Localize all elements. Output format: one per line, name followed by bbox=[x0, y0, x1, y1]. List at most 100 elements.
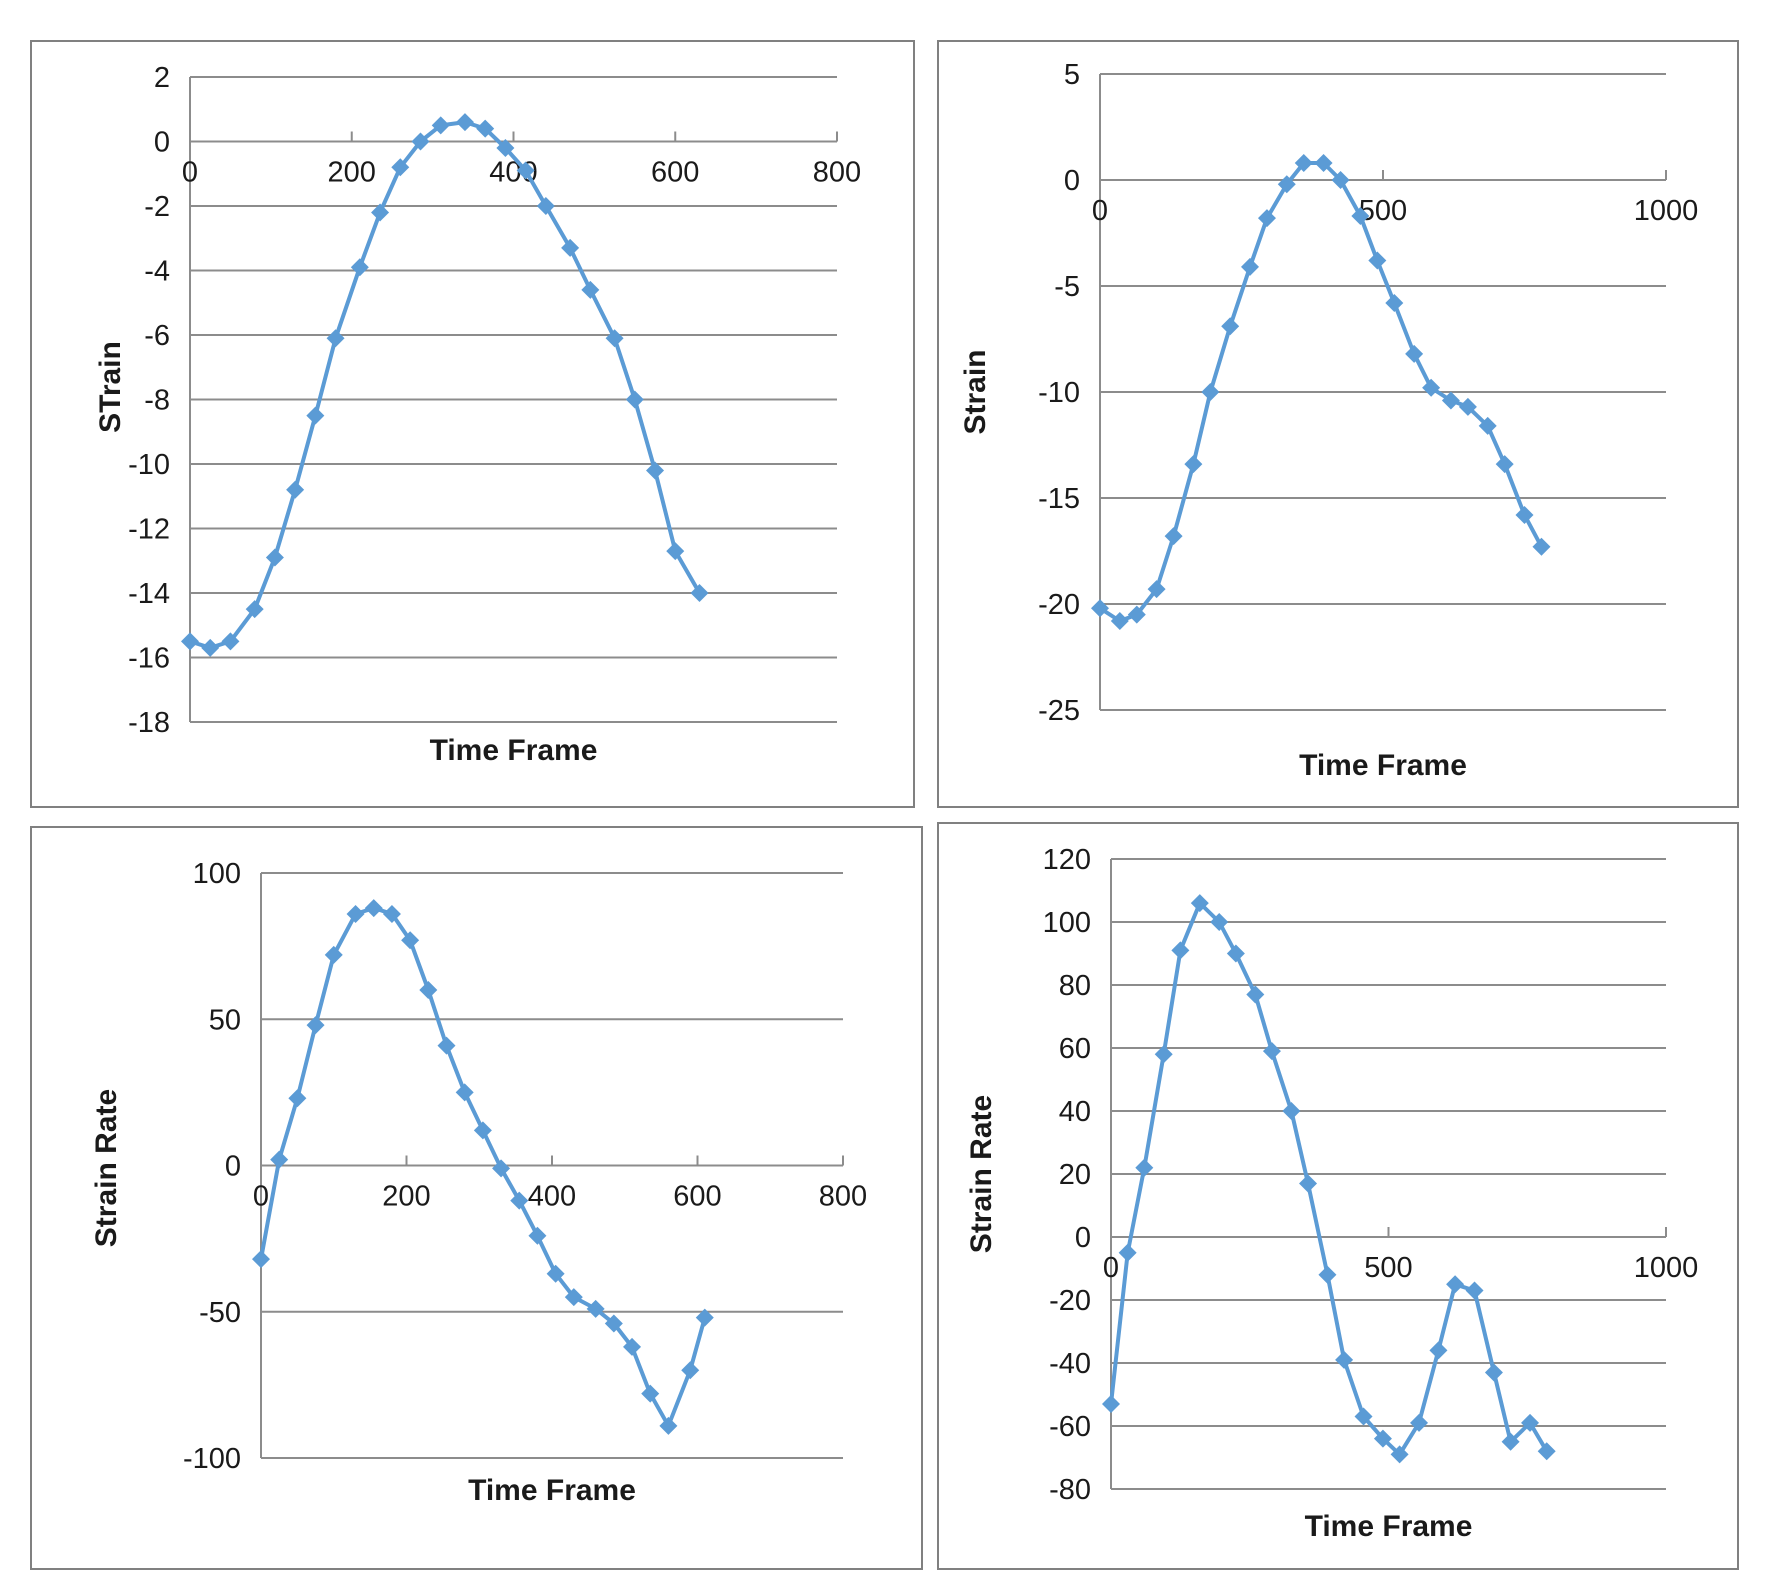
y-tick-label: 50 bbox=[209, 1004, 241, 1036]
data-point-marker bbox=[1299, 1174, 1318, 1193]
y-axis-title: Strain bbox=[959, 349, 992, 434]
data-point-marker bbox=[1135, 1158, 1154, 1177]
data-point-marker bbox=[1354, 1407, 1373, 1426]
y-tick-label: -20 bbox=[1049, 1285, 1091, 1317]
data-point-marker bbox=[455, 1083, 474, 1102]
y-tick-label: 80 bbox=[1059, 970, 1091, 1002]
data-point-marker bbox=[1521, 1413, 1540, 1432]
y-tick-label: -4 bbox=[144, 256, 170, 288]
data-point-marker bbox=[401, 931, 420, 950]
data-point-marker bbox=[623, 1337, 642, 1356]
data-point-marker bbox=[1294, 154, 1313, 173]
x-axis-title: Time Frame bbox=[430, 734, 598, 767]
y-tick-label: 20 bbox=[1059, 1159, 1091, 1191]
data-point-marker bbox=[476, 119, 495, 138]
data-point-marker bbox=[1532, 537, 1551, 556]
data-point-marker bbox=[536, 197, 555, 215]
y-tick-label: -14 bbox=[128, 578, 170, 610]
chart-panel-strain-1: 2 0 -2 -4 -6 -8 -10 -12 -14 -16 -18 0 200 400 600 800 Ti… bbox=[30, 40, 915, 808]
x-tick-label: 500 bbox=[1359, 195, 1407, 227]
chart-panel-strain-rate-2: 120 100 80 60 40 20 0 -20 -40 -60 -80 0 500 1000 Time … bbox=[937, 822, 1739, 1570]
data-point-marker bbox=[201, 638, 220, 657]
data-point-marker bbox=[1091, 599, 1109, 618]
data-point-marker bbox=[1314, 154, 1333, 173]
data-point-marker bbox=[561, 238, 580, 257]
y-tick-label: -2 bbox=[144, 191, 170, 223]
data-point-marker bbox=[605, 329, 624, 348]
data-point-marker bbox=[1110, 611, 1129, 630]
y-tick-label: 40 bbox=[1059, 1096, 1091, 1128]
y-tick-label: 100 bbox=[193, 858, 241, 890]
x-tick-label: 800 bbox=[813, 157, 861, 189]
x-tick-label: 600 bbox=[651, 157, 699, 189]
data-point-marker bbox=[252, 1250, 270, 1269]
data-point-marker bbox=[1246, 985, 1265, 1004]
data-point-marker bbox=[564, 1288, 583, 1307]
data-point-marker bbox=[659, 1416, 678, 1435]
y-axis-title: Strain Rate bbox=[90, 1089, 123, 1247]
y-tick-label: 0 bbox=[154, 127, 170, 159]
data-point-marker bbox=[1429, 1341, 1448, 1360]
y-tick-label: -40 bbox=[1049, 1348, 1091, 1380]
data-point-marker bbox=[1184, 455, 1203, 474]
data-point-marker bbox=[1210, 913, 1229, 931]
data-point-marker bbox=[306, 1016, 325, 1035]
data-point-marker bbox=[1501, 1432, 1520, 1451]
data-point-marker bbox=[1515, 505, 1534, 524]
y-tick-label: -6 bbox=[144, 320, 170, 352]
data-point-marker bbox=[646, 461, 665, 480]
data-point-marker bbox=[690, 584, 709, 602]
y-tick-label: -12 bbox=[128, 514, 170, 546]
data-point-marker bbox=[419, 981, 438, 999]
x-axis-title: Time Frame bbox=[1299, 749, 1467, 782]
x-tick-label: 1000 bbox=[1634, 1252, 1699, 1284]
data-point-marker bbox=[641, 1384, 660, 1403]
data-point-marker bbox=[371, 203, 390, 222]
y-tick-label: -80 bbox=[1049, 1474, 1091, 1506]
data-point-marker bbox=[1154, 1045, 1173, 1064]
data-point-marker bbox=[1422, 378, 1441, 397]
data-point-marker bbox=[391, 158, 410, 177]
data-point-marker bbox=[350, 258, 369, 277]
data-point-marker bbox=[1335, 1350, 1354, 1369]
data-point-marker bbox=[496, 138, 515, 157]
data-point-marker bbox=[181, 632, 199, 651]
x-tick-label: 200 bbox=[382, 1181, 430, 1213]
data-point-marker bbox=[1373, 1429, 1392, 1448]
x-tick-label: 0 bbox=[253, 1181, 269, 1213]
data-point-marker bbox=[1171, 941, 1190, 960]
data-point-marker bbox=[1410, 1413, 1429, 1432]
data-point-marker bbox=[1390, 1445, 1409, 1464]
data-point-marker bbox=[1484, 1363, 1503, 1382]
data-point-marker bbox=[1351, 207, 1370, 226]
data-point-marker bbox=[265, 548, 284, 567]
data-point-marker bbox=[516, 161, 535, 180]
y-tick-label: -10 bbox=[128, 449, 170, 481]
data-point-marker bbox=[1257, 209, 1276, 228]
data-point-marker bbox=[1221, 317, 1240, 336]
data-point-marker bbox=[1405, 344, 1424, 363]
data-point-marker bbox=[1102, 1394, 1120, 1413]
y-tick-label: -100 bbox=[183, 1443, 241, 1475]
x-tick-label: 0 bbox=[1092, 195, 1108, 227]
data-point-marker bbox=[528, 1226, 547, 1245]
data-point-marker bbox=[306, 406, 325, 425]
data-point-marker bbox=[1118, 1243, 1137, 1262]
data-point-marker bbox=[510, 1191, 529, 1210]
x-tick-label: 400 bbox=[528, 1181, 576, 1213]
y-tick-label: 60 bbox=[1059, 1033, 1091, 1065]
data-point-marker bbox=[1537, 1442, 1556, 1461]
data-point-marker bbox=[286, 480, 305, 499]
data-point-marker bbox=[1385, 293, 1404, 312]
data-point-marker bbox=[431, 116, 450, 135]
data-point-marker bbox=[1458, 397, 1477, 416]
data-point-marker bbox=[245, 600, 264, 619]
data-point-marker bbox=[1478, 416, 1497, 435]
x-axis-title: Time Frame bbox=[1305, 1510, 1473, 1543]
y-tick-label: -20 bbox=[1038, 589, 1080, 621]
x-tick-label: 0 bbox=[182, 157, 198, 189]
data-point-marker bbox=[1282, 1102, 1301, 1120]
data-point-marker bbox=[324, 945, 343, 964]
y-axis-title: Strain Rate bbox=[965, 1095, 998, 1253]
data-point-marker bbox=[1127, 605, 1146, 624]
